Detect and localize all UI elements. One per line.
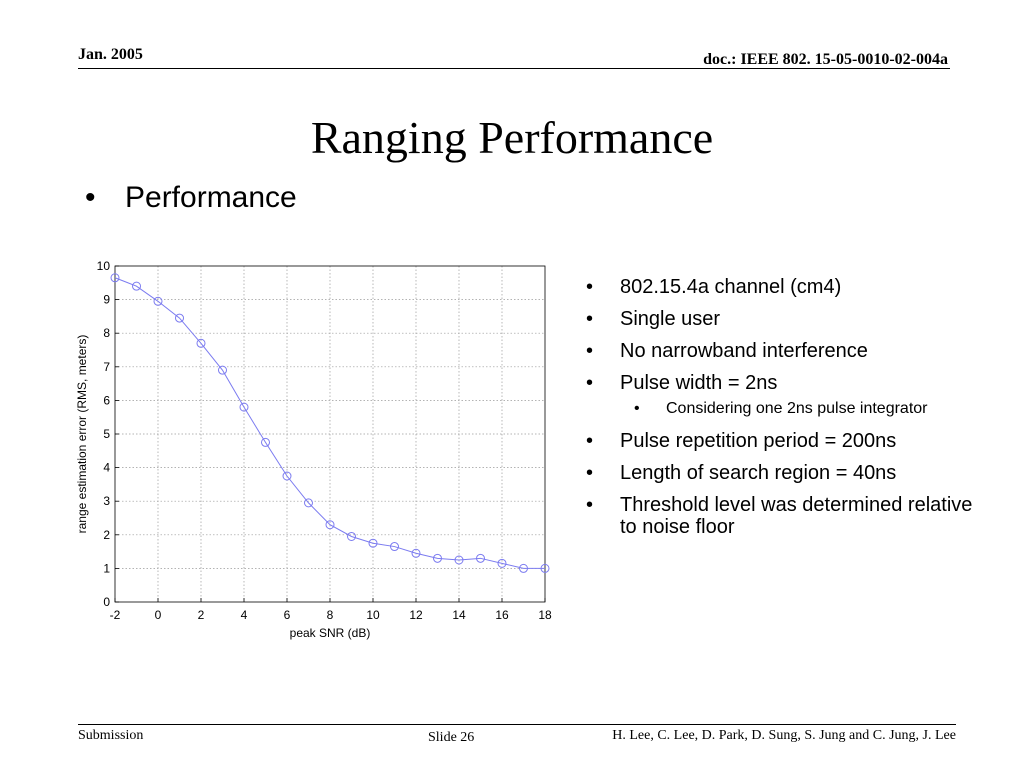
- x-tick-label: 14: [452, 608, 466, 622]
- x-tick-label: 2: [198, 608, 205, 622]
- bullet-item: • 802.15.4a channel (cm4): [582, 276, 982, 298]
- y-tick-label: 7: [103, 360, 110, 374]
- bullet-text: 802.15.4a channel (cm4): [620, 276, 842, 298]
- x-tick-label: 4: [241, 608, 248, 622]
- bullet-dot: •: [586, 372, 594, 394]
- bullet-dot: •: [586, 340, 594, 362]
- series-line: [114, 277, 545, 569]
- bullet-item: • Single user: [582, 308, 982, 330]
- y-tick-label: 1: [103, 561, 110, 575]
- data-point: [390, 542, 399, 552]
- y-axis-label: range estimation error (RMS, meters): [75, 335, 89, 534]
- x-tick-label: 16: [495, 608, 509, 622]
- data-point: [282, 471, 292, 481]
- footer-authors: H. Lee, C. Lee, D. Park, D. Sung, S. Jun…: [612, 728, 956, 743]
- y-tick-label: 8: [103, 326, 110, 340]
- bullet-item: • Threshold level was determined relative…: [582, 494, 982, 538]
- bullet-item: • No narrowband interference: [582, 340, 982, 362]
- data-point: [218, 365, 227, 375]
- bullet-dot: •: [586, 462, 594, 484]
- data-point: [153, 296, 163, 306]
- data-point: [239, 402, 249, 412]
- bullet-item: • Length of search region = 40ns: [582, 462, 982, 484]
- header-date: Jan. 2005: [78, 46, 143, 63]
- sub-bullet-item: • Considering one 2ns pulse integrator: [582, 400, 982, 418]
- bullet-dot: •: [586, 430, 594, 452]
- header-doc-id: doc.: IEEE 802. 15-05-0010-02-004a: [703, 51, 948, 68]
- y-tick-label: 9: [103, 293, 110, 307]
- x-tick-label: 8: [327, 608, 334, 622]
- y-tick-label: 10: [97, 259, 111, 273]
- bullet-text: Length of search region = 40ns: [620, 462, 897, 484]
- data-point: [411, 548, 421, 558]
- main-bullet: • Performance: [85, 180, 297, 216]
- y-tick-label: 6: [103, 393, 110, 407]
- bullet-dot: •: [85, 181, 96, 214]
- data-point: [261, 437, 270, 447]
- main-bullet-text: Performance: [125, 181, 297, 214]
- x-tick-label: 0: [155, 608, 162, 622]
- header-divider: [78, 68, 950, 69]
- data-point: [325, 520, 335, 530]
- footer-slide-number: Slide 26: [428, 730, 475, 745]
- y-tick-label: 2: [103, 528, 110, 542]
- data-point: [368, 538, 378, 548]
- x-tick-label: 18: [538, 608, 552, 622]
- bullet-item: • Pulse width = 2ns: [582, 372, 982, 394]
- bullet-text: Pulse repetition period = 200ns: [620, 430, 897, 452]
- data-point: [132, 281, 141, 291]
- bullet-dot: •: [586, 276, 594, 298]
- data-point: [454, 555, 464, 565]
- bullet-item: • Pulse repetition period = 200ns: [582, 430, 982, 452]
- x-tick-label: 12: [409, 608, 423, 622]
- bullet-dot: •: [586, 308, 594, 330]
- bullet-text: Considering one 2ns pulse integrator: [666, 400, 928, 417]
- x-tick-label: 10: [366, 608, 380, 622]
- footer-submission: Submission: [78, 728, 144, 743]
- data-point: [304, 498, 313, 508]
- data-point: [347, 531, 356, 541]
- bullet-dot: •: [586, 494, 594, 516]
- slide-title: Ranging Performance: [310, 112, 714, 163]
- y-tick-label: 5: [103, 427, 110, 441]
- bullet-text: No narrowband interference: [620, 340, 868, 362]
- x-axis-label: peak SNR (dB): [290, 626, 371, 640]
- bullet-list: • 802.15.4a channel (cm4) • Single user • N…: [582, 276, 982, 548]
- data-point: [519, 563, 528, 573]
- data-point: [497, 558, 507, 568]
- bullet-text: Threshold level was determined relative …: [620, 494, 973, 538]
- data-point: [196, 338, 206, 348]
- footer-divider: [78, 724, 956, 725]
- x-tick-label: 6: [284, 608, 291, 622]
- bullet-dot: •: [634, 400, 640, 417]
- data-point: [476, 553, 485, 563]
- data-point: [175, 313, 184, 323]
- y-tick-label: 3: [103, 494, 110, 508]
- data-point: [110, 273, 120, 283]
- bullet-text: Pulse width = 2ns: [620, 372, 778, 394]
- data-point: [433, 553, 442, 563]
- y-tick-label: 0: [103, 595, 110, 609]
- y-tick-label: 4: [103, 461, 110, 475]
- data-point: [540, 563, 550, 573]
- bullet-text: Single user: [620, 308, 721, 330]
- x-tick-label: -2: [110, 608, 121, 622]
